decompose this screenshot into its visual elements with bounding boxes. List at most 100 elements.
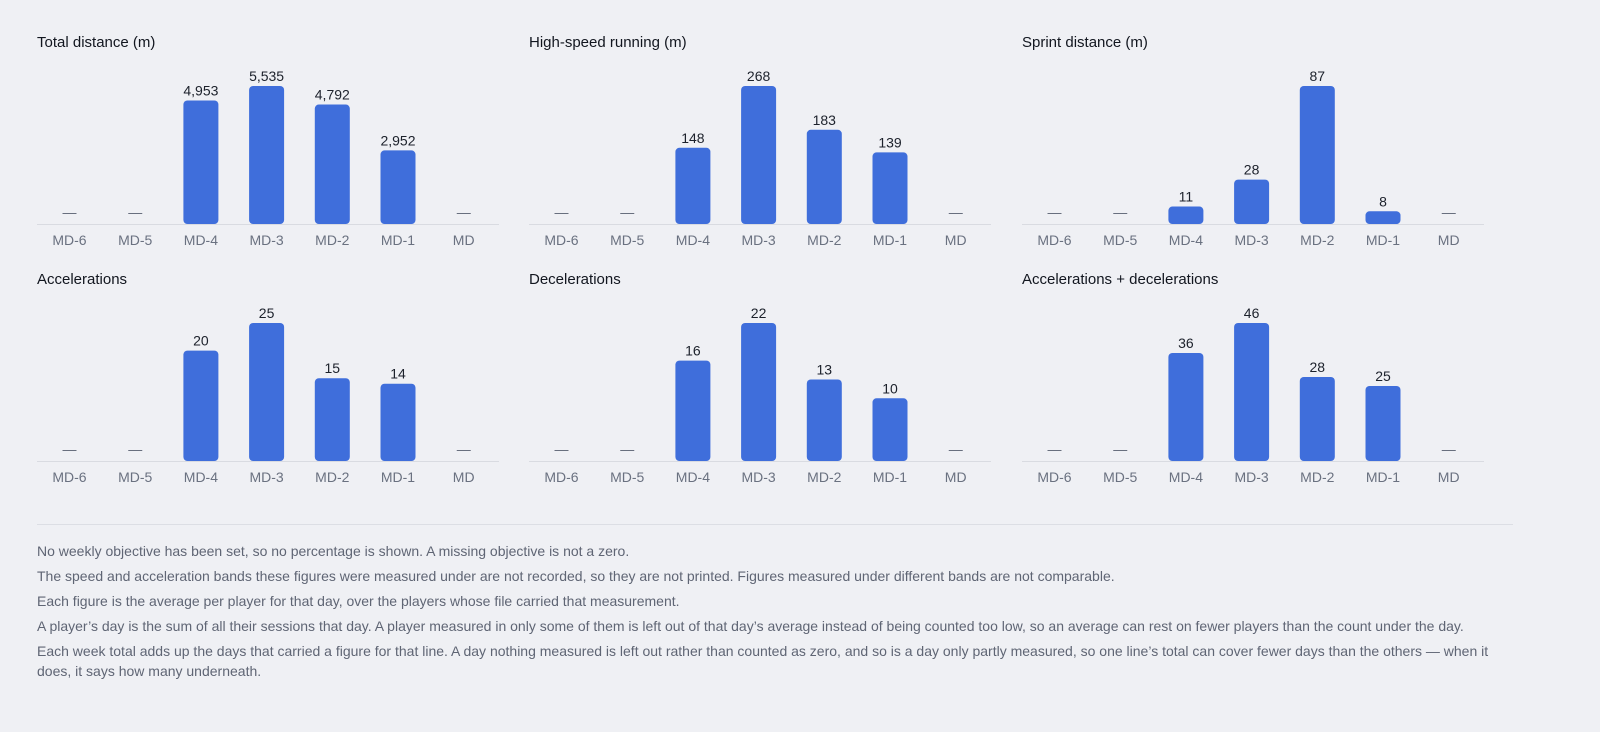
data-label: 87 [1310, 68, 1326, 84]
missing-value-marker: — [1442, 441, 1456, 457]
footnotes: No weekly objective has been set, so no … [37, 541, 1513, 686]
missing-value-marker: — [620, 204, 634, 220]
x-tick-label: MD-3 [249, 232, 283, 248]
chart-title: Accelerations [37, 271, 128, 288]
bar-md-1 [380, 383, 416, 461]
bar-md-3 [249, 86, 285, 224]
footnote: Each week total adds up the days that ca… [37, 643, 1489, 679]
x-tick-label: MD-5 [610, 469, 644, 485]
dashboard: Total distance (m) — MD-6 — MD-5 4,953 MD-4 5,… [37, 34, 1513, 504]
bar-md-4 [1168, 206, 1204, 224]
x-tick-label: MD-5 [118, 469, 152, 485]
x-tick-label: MD-2 [1300, 469, 1334, 485]
x-tick-label: MD-2 [315, 232, 349, 248]
missing-value-marker: — [1442, 204, 1456, 220]
x-tick-label: MD-6 [1037, 469, 1071, 485]
x-tick-label: MD-1 [873, 469, 907, 485]
data-label: 183 [813, 112, 837, 128]
x-tick-label: MD-3 [249, 469, 283, 485]
data-label: 5,535 [249, 68, 284, 84]
x-tick-label: MD-5 [118, 232, 152, 248]
missing-value-marker: — [555, 204, 569, 220]
data-label: 139 [878, 134, 902, 150]
bar-md-1 [872, 398, 908, 461]
x-tick-label: MD-6 [52, 232, 86, 248]
data-label: 10 [882, 380, 898, 396]
chart-panel-accelerations: Accelerations — MD-6 — MD-5 20 MD-4 25 MD-3 15 MD… [37, 271, 508, 491]
bar-chart-sprint-distance: — MD-6 — MD-5 11 MD-4 28 MD-3 87 MD-2 8 MD-1 — MD [1022, 68, 1484, 248]
section-divider [37, 524, 1513, 525]
x-tick-label: MD-1 [1366, 232, 1400, 248]
missing-value-marker: — [1113, 204, 1127, 220]
data-label: 46 [1244, 305, 1260, 321]
bar-chart-decelerations: — MD-6 — MD-5 16 MD-4 22 MD-3 13 MD-2 10 MD-1 — MD [529, 305, 991, 485]
x-tick-label: MD-5 [1103, 469, 1137, 485]
data-label: 14 [390, 366, 406, 382]
missing-value-marker: — [63, 204, 77, 220]
chart-title: Accelerations + decelerations [1022, 271, 1219, 288]
data-label: 2,952 [380, 132, 415, 148]
x-tick-label: MD-6 [544, 469, 578, 485]
data-label: 148 [681, 130, 705, 146]
x-tick-label: MD-3 [741, 469, 775, 485]
bar-md-3 [1234, 179, 1270, 224]
missing-value-marker: — [63, 441, 77, 457]
chart-title: Decelerations [529, 271, 621, 288]
missing-value-marker: — [949, 204, 963, 220]
x-tick-label: MD-3 [741, 232, 775, 248]
data-label: 20 [193, 333, 209, 349]
footnote: The speed and acceleration bands these f… [37, 568, 1115, 584]
x-tick-label: MD-6 [544, 232, 578, 248]
x-tick-label: MD-1 [873, 232, 907, 248]
data-label: 25 [1375, 368, 1391, 384]
chart-title: Sprint distance (m) [1022, 34, 1148, 51]
missing-value-marker: — [620, 441, 634, 457]
footnote: Each figure is the average per player fo… [37, 593, 680, 609]
x-tick-label: MD-4 [1169, 232, 1203, 248]
data-label: 25 [259, 305, 275, 321]
charts-grid: Total distance (m) — MD-6 — MD-5 4,953 MD-4 5,… [37, 34, 1513, 504]
x-tick-label: MD-4 [1169, 469, 1203, 485]
x-tick-label: MD-5 [1103, 232, 1137, 248]
bar-md-3 [741, 323, 777, 461]
x-tick-label: MD-3 [1234, 232, 1268, 248]
bar-md-3 [1234, 323, 1270, 461]
missing-value-marker: — [1048, 204, 1062, 220]
x-tick-label: MD-2 [1300, 232, 1334, 248]
bar-md-2 [314, 104, 350, 224]
bar-md-2 [314, 378, 350, 461]
data-label: 13 [817, 361, 833, 377]
data-label: 15 [325, 360, 341, 376]
chart-panel-sprint-distance: Sprint distance (m) — MD-6 — MD-5 11 MD-4 28 MD… [1022, 34, 1493, 254]
data-label: 16 [685, 343, 701, 359]
data-label: 28 [1310, 359, 1326, 375]
bar-md-1 [1365, 211, 1401, 224]
bar-md-2 [1299, 377, 1335, 461]
missing-value-marker: — [457, 441, 471, 457]
bar-chart-accelerations-decelerations: — MD-6 — MD-5 36 MD-4 46 MD-3 28 MD-2 25 MD-1 — MD [1022, 305, 1484, 485]
data-label: 4,953 [183, 83, 218, 99]
x-tick-label: MD-2 [315, 469, 349, 485]
x-tick-label: MD-3 [1234, 469, 1268, 485]
x-tick-label: MD-4 [676, 469, 710, 485]
bar-md-2 [806, 379, 842, 461]
missing-value-marker: — [457, 204, 471, 220]
bar-md-4 [675, 360, 711, 461]
x-tick-label: MD-1 [381, 232, 415, 248]
bar-md-4 [183, 350, 219, 461]
missing-value-marker: — [555, 441, 569, 457]
bar-chart-total-distance: — MD-6 — MD-5 4,953 MD-4 5,535 MD-3 4,792 MD-2 2,9… [37, 68, 499, 248]
chart-panel-accelerations-decelerations: Accelerations + decelerations — MD-6 — MD-5… [1022, 271, 1493, 491]
missing-value-marker: — [128, 441, 142, 457]
x-tick-label: MD-2 [807, 232, 841, 248]
bar-md-4 [675, 147, 711, 224]
bar-md-1 [872, 152, 908, 224]
x-tick-label: MD-4 [184, 232, 218, 248]
x-tick-label: MD-6 [52, 469, 86, 485]
x-tick-label: MD-4 [676, 232, 710, 248]
missing-value-marker: — [949, 441, 963, 457]
bar-md-1 [1365, 386, 1401, 461]
x-tick-label: MD-1 [1366, 469, 1400, 485]
chart-title: Total distance (m) [37, 34, 156, 51]
x-tick-label: MD-4 [184, 469, 218, 485]
